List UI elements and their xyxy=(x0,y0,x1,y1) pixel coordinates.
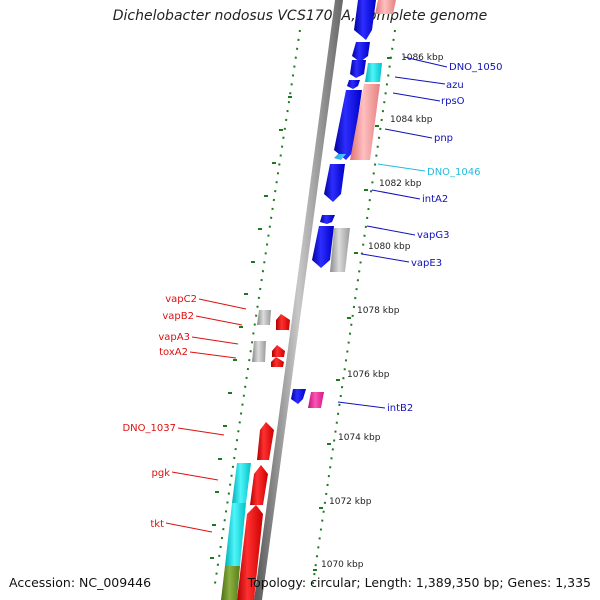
tick-label: 1072 kbp xyxy=(329,497,372,507)
gene-label-tkt: tkt xyxy=(150,519,164,530)
gene-arrow-rpsO xyxy=(347,80,360,89)
tick-label: 1076 kbp xyxy=(347,370,390,380)
gene-label-vapC2: vapC2 xyxy=(165,294,197,305)
gene-toxA2-b xyxy=(271,357,284,367)
gene-tkt xyxy=(237,505,263,600)
tick-label: 1082 kbp xyxy=(379,179,422,189)
gene-label-pnp: pnp xyxy=(434,133,453,144)
pseudo-vapC2 xyxy=(257,310,271,325)
gene-toxA2 xyxy=(272,345,285,357)
gene-label-rpsO: rpsO xyxy=(441,96,465,107)
gene-arrow-azu xyxy=(350,60,366,78)
gene-arrow-DNO_1046 xyxy=(334,154,346,160)
gene-label-DNO_1037: DNO_1037 xyxy=(122,423,176,434)
tick-label: 1084 kbp xyxy=(390,115,433,125)
gene-arrow-top xyxy=(354,0,376,40)
tick-label: 1078 kbp xyxy=(357,306,400,316)
pseudo-block-vapE3 xyxy=(330,228,350,272)
gene-label-intB2: intB2 xyxy=(387,403,413,414)
gene-label-DNO_1046: DNO_1046 xyxy=(427,167,481,178)
gene-label-vapB2: vapB2 xyxy=(162,311,194,322)
gene-arrow-intB2 xyxy=(291,389,306,404)
tick-label: 1080 kbp xyxy=(368,242,411,252)
kbp-tick-labels: 1086 kbp 1084 kbp 1082 kbp 1080 kbp 1078… xyxy=(321,53,444,570)
gene-label-azu: azu xyxy=(446,80,464,91)
gene-arrow-DNO_1050 xyxy=(352,42,370,62)
tick-label: 1074 kbp xyxy=(338,433,381,443)
reverse-strand-features xyxy=(221,310,290,600)
accession-label: Accession: NC_009446 xyxy=(9,575,152,590)
label-leaders-right xyxy=(337,56,448,409)
label-leaders-left xyxy=(165,298,247,533)
dotted-guide-left xyxy=(213,29,301,591)
tick-label: 1070 kbp xyxy=(321,560,364,570)
gene-label-toxA2: toxA2 xyxy=(159,347,188,358)
rrna-block-top xyxy=(375,0,396,14)
gene-arrow-vapG3 xyxy=(312,226,334,268)
tick-label: 1086 kbp xyxy=(401,53,444,63)
gene-arrow-pnp xyxy=(334,90,362,160)
gene-label-vapA3: vapA3 xyxy=(158,332,190,343)
trna-block-azu xyxy=(365,63,382,82)
gene-label-vapG3: vapG3 xyxy=(417,230,450,241)
right-guide-ticks xyxy=(313,57,391,571)
gene-label-DNO_1050: DNO_1050 xyxy=(449,62,503,73)
gene-DNO_1037 xyxy=(257,422,274,460)
forward-strand-features xyxy=(291,0,396,408)
rrna-block-main xyxy=(350,84,380,160)
trna-tkt xyxy=(225,503,246,566)
map-title: Dichelobacter nodosus VCS1703A, complete… xyxy=(112,8,488,24)
gene-label-vapE3: vapE3 xyxy=(411,258,442,269)
gene-arrow-intA2 xyxy=(324,164,345,202)
tmrna-block-intB2 xyxy=(308,392,324,408)
gene-pgk xyxy=(250,465,268,505)
pseudo-vapA3 xyxy=(252,341,266,362)
gene-labels: DNO_1050 azu rpsO pnp DNO_1046 intA2 vap… xyxy=(122,62,502,530)
gene-label-pgk: pgk xyxy=(152,468,171,479)
gene-arrow-small xyxy=(320,215,335,224)
gene-vapB2 xyxy=(276,314,290,330)
gene-label-intA2: intA2 xyxy=(422,194,448,205)
genome-summary-label: Topology: circular; Length: 1,389,350 bp… xyxy=(247,575,591,590)
olive-block xyxy=(221,566,240,600)
left-guide-ticks xyxy=(210,96,292,559)
trna-pgk xyxy=(232,463,251,503)
genome-backbone xyxy=(254,0,343,600)
